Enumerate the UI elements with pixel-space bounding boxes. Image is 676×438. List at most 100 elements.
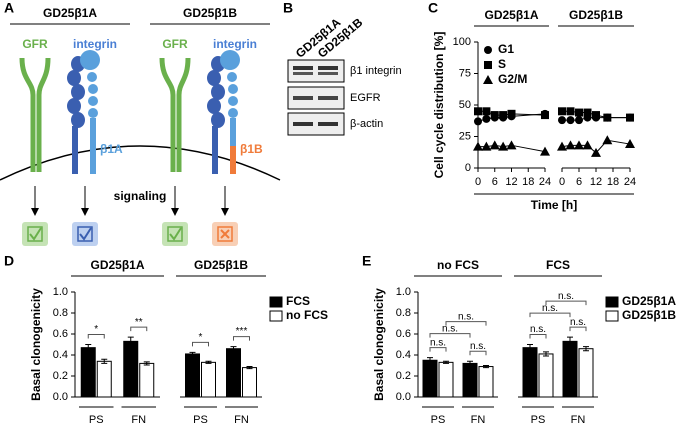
integrin-label: integrin <box>213 37 257 51</box>
blot: GD25β1A GD25β1B β1 integrin EGFR β-actin <box>287 15 402 136</box>
legend-marker <box>484 46 492 54</box>
blot-strip <box>287 112 345 136</box>
x-tick-label: 12 <box>505 176 517 188</box>
cell-right: GD25β1B GFR integrin β1B <box>150 6 270 246</box>
data-point <box>603 113 612 122</box>
chart-title: FCS <box>546 258 570 272</box>
error-bar <box>143 361 150 366</box>
y-tick-label: 0.0 <box>396 391 411 403</box>
significance-bracket <box>445 321 487 326</box>
band <box>293 72 313 75</box>
y-tick-label: 0.0 <box>53 391 68 403</box>
outcome-box <box>72 222 98 246</box>
subunit-label: β1B <box>240 142 263 156</box>
band <box>293 66 313 70</box>
bar <box>185 353 200 398</box>
error-bar <box>467 360 473 366</box>
data-point <box>583 108 592 117</box>
significance-bracket <box>233 336 250 341</box>
x-tick-label: 18 <box>522 176 534 188</box>
data-point <box>482 107 491 116</box>
data-point <box>565 140 576 150</box>
legend-swatch <box>269 310 283 322</box>
band <box>293 122 313 126</box>
beta-subunit <box>220 50 240 174</box>
check-mark <box>169 227 182 241</box>
gfr-label: GFR <box>22 37 48 51</box>
gfr-shape <box>159 57 191 172</box>
error-bar <box>443 360 449 364</box>
check-mark <box>79 227 92 241</box>
bar <box>80 347 96 398</box>
error-bar <box>567 336 573 347</box>
panel-label: B <box>283 0 293 16</box>
error-bar <box>246 366 253 370</box>
significance-label: n.s. <box>458 311 474 322</box>
significance-bracket <box>87 334 105 339</box>
y-tick-label: 1.0 <box>53 286 68 298</box>
y-axis-label: Cell cycle distribution [%] <box>432 32 446 179</box>
data-point <box>625 139 635 149</box>
data-point <box>473 141 483 151</box>
y-tick-label: 0.8 <box>53 307 68 319</box>
y-axis-label: Basal clonogenicity <box>372 288 386 401</box>
y-tick-label: 75 <box>459 67 471 79</box>
data-point <box>506 140 517 150</box>
bar <box>422 359 438 398</box>
error-bar <box>189 351 196 357</box>
data-point <box>489 140 500 150</box>
legend-swatch <box>605 310 619 322</box>
significance-label: n.s. <box>430 337 446 348</box>
gfr-shape <box>19 57 51 172</box>
y-tick-label: 0.4 <box>53 349 68 361</box>
data-point <box>592 111 600 120</box>
x-tick-label: FN <box>131 414 146 426</box>
x-tick-label: FN <box>571 414 586 426</box>
y-tick-label: 0.2 <box>396 370 411 382</box>
blot-row-label: β-actin <box>350 118 383 130</box>
error-bar <box>85 344 92 352</box>
y-tick-label: 1.0 <box>396 286 411 298</box>
membrane <box>0 145 281 181</box>
significance-label: ** <box>135 317 143 328</box>
data-point <box>582 140 593 150</box>
y-tick-label: 100 <box>453 36 471 48</box>
significance-bracket <box>192 341 209 347</box>
error-bar <box>230 346 237 352</box>
error-bar <box>483 365 489 369</box>
chart-title: GD25β1A <box>90 258 144 272</box>
beta-subunit <box>80 50 100 174</box>
panel-label: C <box>428 0 438 16</box>
significance-bracket <box>130 326 148 332</box>
cross-mark <box>220 229 230 239</box>
panel-label: E <box>362 253 371 269</box>
y-tick-label: 0.2 <box>53 370 68 382</box>
error-bar <box>101 358 108 364</box>
significance-bracket <box>529 334 547 339</box>
error-bar <box>543 351 549 357</box>
x-tick-label: 24 <box>624 176 636 188</box>
significance-label: n.s. <box>570 317 586 328</box>
bar <box>242 367 257 398</box>
bar <box>438 361 454 398</box>
blot-row-label: β1 integrin <box>350 65 402 77</box>
bar <box>478 366 494 398</box>
significance-bracket <box>569 326 587 332</box>
data-point <box>602 135 613 145</box>
significance-label: n.s. <box>470 341 486 352</box>
blot-row-label: EGFR <box>350 92 381 104</box>
alpha-subunit <box>207 56 225 174</box>
error-bar <box>205 360 212 364</box>
data-point <box>574 140 584 150</box>
band <box>293 96 313 100</box>
legend-label: S <box>498 57 506 71</box>
legend-label: G1 <box>498 42 514 56</box>
x-tick-label: 6 <box>576 176 582 188</box>
y-axis-label: Basal clonogenicity <box>29 288 43 401</box>
x-tick-label: 12 <box>590 176 602 188</box>
panel-label: A <box>4 0 14 16</box>
bar <box>201 361 216 398</box>
data-point <box>557 141 567 151</box>
bar <box>139 362 155 398</box>
